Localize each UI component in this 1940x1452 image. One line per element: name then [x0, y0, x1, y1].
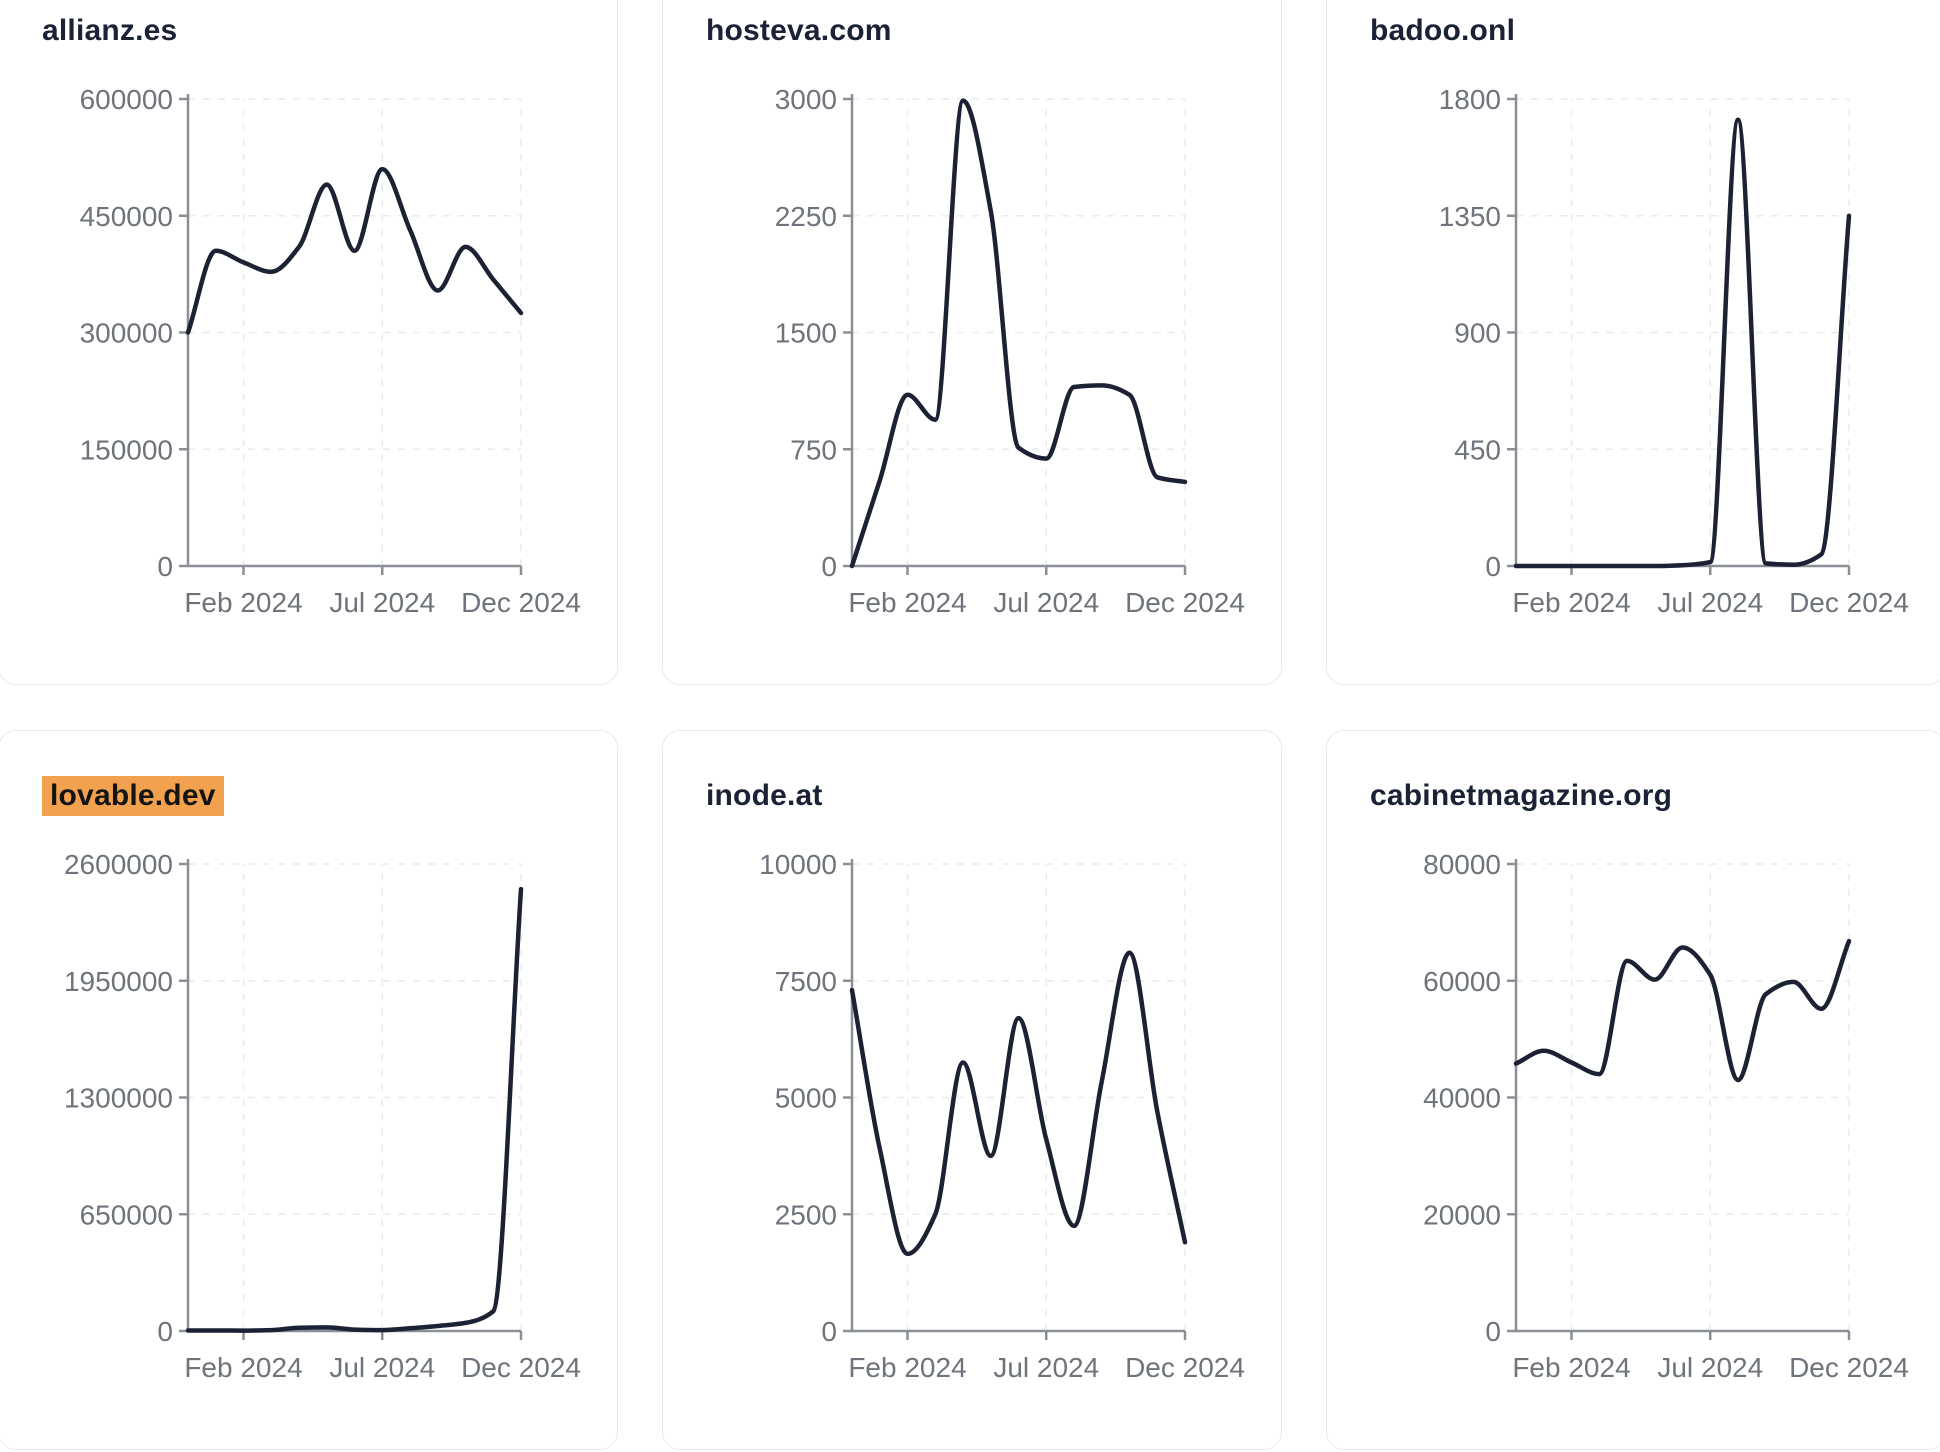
series-line	[185, 166, 524, 335]
x-tick-label: Dec 2024	[1789, 1352, 1909, 1383]
series-line	[849, 98, 1188, 569]
x-tick-label: Feb 2024	[848, 1352, 966, 1383]
y-tick-label: 3000	[775, 84, 837, 115]
series-line	[1513, 117, 1852, 569]
y-tick-label: 5000	[775, 1083, 837, 1114]
y-tick-label: 650000	[80, 1199, 173, 1230]
x-tick-label: Dec 2024	[1125, 587, 1245, 618]
x-tick-label: Feb 2024	[848, 587, 966, 618]
series-line	[849, 950, 1188, 1257]
x-tick-label: Feb 2024	[1512, 1352, 1630, 1383]
x-tick-label: Jul 2024	[329, 587, 435, 618]
y-tick-label: 450000	[80, 201, 173, 232]
x-tick-label: Dec 2024	[461, 1352, 581, 1383]
chart-card[interactable]: hosteva.com 0 750 1500 2250 3000 Feb 2024 Jul …	[662, 0, 1282, 685]
y-tick-label: 80000	[1423, 849, 1501, 880]
y-tick-label: 1350	[1439, 201, 1501, 232]
y-tick-label: 60000	[1423, 966, 1501, 997]
x-tick-label: Dec 2024	[461, 587, 581, 618]
chart-title[interactable]: cabinetmagazine.org	[1370, 779, 1673, 812]
y-tick-label: 2500	[775, 1199, 837, 1230]
y-tick-label: 0	[1485, 551, 1501, 582]
chart-title[interactable]: hosteva.com	[706, 14, 892, 47]
y-tick-label: 150000	[80, 434, 173, 465]
line-chart: 0 150000 300000 450000 600000 Feb 2024 Jul 202…	[80, 84, 581, 618]
y-tick-label: 2250	[775, 201, 837, 232]
y-tick-label: 0	[157, 551, 173, 582]
y-tick-label: 10000	[759, 849, 837, 880]
line-chart: 0 20000 40000 60000 80000 Feb 2024 Jul 2024 Dec…	[1423, 849, 1909, 1383]
y-tick-label: 0	[157, 1316, 173, 1347]
x-tick-label: Feb 2024	[184, 587, 302, 618]
y-tick-label: 600000	[80, 84, 173, 115]
y-tick-label: 2600000	[64, 849, 173, 880]
line-chart: 0 650000 1300000 1950000 2600000 Feb 2024 Jul …	[64, 849, 581, 1383]
y-tick-label: 7500	[775, 966, 837, 997]
x-tick-label: Jul 2024	[993, 587, 1099, 618]
y-tick-label: 450	[1454, 434, 1501, 465]
y-tick-label: 900	[1454, 318, 1501, 349]
chart-card[interactable]: cabinetmagazine.org 0 20000 40000 60000 8000…	[1326, 730, 1940, 1450]
y-tick-label: 750	[790, 434, 837, 465]
chart-title[interactable]: inode.at	[706, 779, 823, 812]
chart-title[interactable]: lovable.dev	[42, 776, 224, 816]
y-tick-label: 0	[821, 1316, 837, 1347]
x-tick-label: Dec 2024	[1789, 587, 1909, 618]
x-tick-label: Jul 2024	[1657, 587, 1763, 618]
y-tick-label: 20000	[1423, 1199, 1501, 1230]
line-chart: 0 2500 5000 7500 10000 Feb 2024 Jul 2024 Dec 20…	[759, 849, 1245, 1383]
y-tick-label: 1800	[1439, 84, 1501, 115]
x-tick-label: Dec 2024	[1125, 1352, 1245, 1383]
x-tick-label: Feb 2024	[1512, 587, 1630, 618]
y-tick-label: 1950000	[64, 966, 173, 997]
y-tick-label: 40000	[1423, 1083, 1501, 1114]
chart-card[interactable]: inode.at 0 2500 5000 7500 10000 Feb 2024 Jul 2…	[662, 730, 1282, 1450]
x-tick-label: Jul 2024	[993, 1352, 1099, 1383]
chart-title[interactable]: allianz.es	[42, 14, 178, 47]
y-tick-label: 0	[1485, 1316, 1501, 1347]
line-chart: 0 750 1500 2250 3000 Feb 2024 Jul 2024 Dec 2024	[775, 84, 1245, 618]
chart-card[interactable]: lovable.dev 0 650000 1300000 1950000 2600000…	[0, 730, 618, 1450]
series-line	[1513, 938, 1852, 1083]
x-tick-label: Feb 2024	[184, 1352, 302, 1383]
x-tick-label: Jul 2024	[1657, 1352, 1763, 1383]
y-tick-label: 0	[821, 551, 837, 582]
chart-card[interactable]: badoo.onl 0 450 900 1350 1800 Feb 2024 Jul 202…	[1326, 0, 1940, 685]
y-tick-label: 300000	[80, 318, 173, 349]
chart-card[interactable]: allianz.es 0 150000 300000 450000 600000 Feb …	[0, 0, 618, 685]
x-tick-label: Jul 2024	[329, 1352, 435, 1383]
y-tick-label: 1300000	[64, 1083, 173, 1114]
series-line	[185, 886, 524, 1333]
chart-title[interactable]: badoo.onl	[1370, 14, 1516, 47]
line-chart: 0 450 900 1350 1800 Feb 2024 Jul 2024 Dec 2024	[1439, 84, 1909, 618]
y-tick-label: 1500	[775, 318, 837, 349]
